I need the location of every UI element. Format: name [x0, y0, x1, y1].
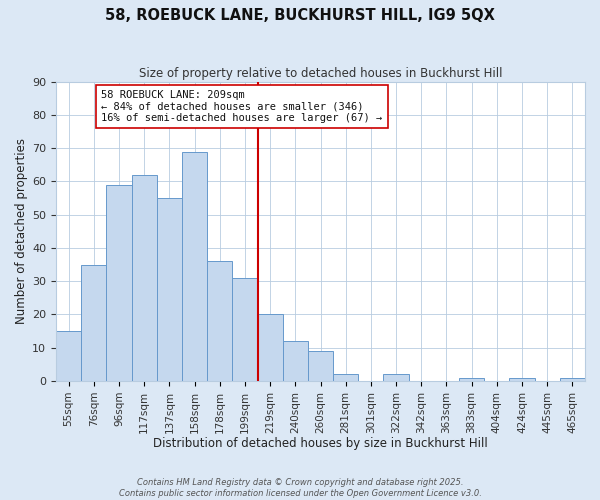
Bar	[157, 198, 182, 381]
Title: Size of property relative to detached houses in Buckhurst Hill: Size of property relative to detached ho…	[139, 68, 502, 80]
Bar	[257, 314, 283, 381]
Bar	[106, 185, 131, 381]
Bar	[81, 264, 106, 381]
Bar	[509, 378, 535, 381]
Text: Contains HM Land Registry data © Crown copyright and database right 2025.
Contai: Contains HM Land Registry data © Crown c…	[119, 478, 481, 498]
Bar	[182, 152, 207, 381]
Bar	[308, 351, 333, 381]
Bar	[383, 374, 409, 381]
Bar	[131, 175, 157, 381]
Bar	[232, 278, 257, 381]
Text: 58, ROEBUCK LANE, BUCKHURST HILL, IG9 5QX: 58, ROEBUCK LANE, BUCKHURST HILL, IG9 5Q…	[105, 8, 495, 22]
Y-axis label: Number of detached properties: Number of detached properties	[15, 138, 28, 324]
Bar	[333, 374, 358, 381]
Bar	[207, 262, 232, 381]
Bar	[56, 331, 81, 381]
Bar	[560, 378, 585, 381]
Bar	[459, 378, 484, 381]
Text: 58 ROEBUCK LANE: 209sqm
← 84% of detached houses are smaller (346)
16% of semi-d: 58 ROEBUCK LANE: 209sqm ← 84% of detache…	[101, 90, 383, 123]
Bar	[283, 341, 308, 381]
X-axis label: Distribution of detached houses by size in Buckhurst Hill: Distribution of detached houses by size …	[153, 437, 488, 450]
